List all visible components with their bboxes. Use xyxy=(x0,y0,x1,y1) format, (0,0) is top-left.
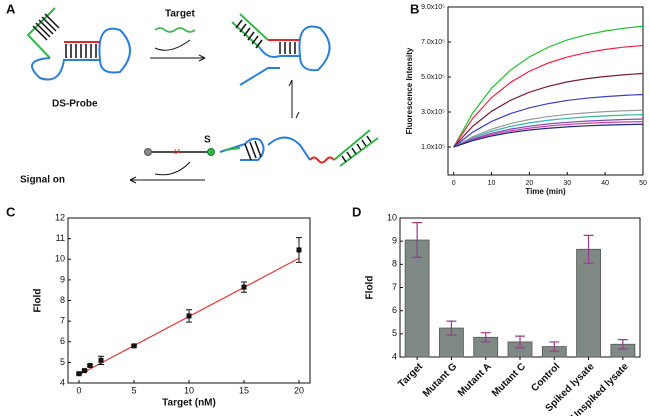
y-tick-label: 5 xyxy=(392,328,397,338)
x-tick-label: Mutant G xyxy=(421,361,460,400)
y-tick-label: 3.0x10⁵ xyxy=(421,109,445,116)
y-tick-label: 7 xyxy=(60,316,65,326)
point xyxy=(82,368,87,374)
line xyxy=(453,44,644,148)
point xyxy=(131,343,137,349)
x-tick-label: 20 xyxy=(526,180,534,187)
point xyxy=(98,357,104,363)
point xyxy=(76,371,82,377)
x-tick-label: Control xyxy=(529,361,562,394)
x-tick-label: Unspiked lysate xyxy=(569,361,631,416)
point xyxy=(296,247,302,253)
y-tick-label: 7 xyxy=(392,282,397,292)
line xyxy=(453,118,644,148)
y-tick-label: 5.0x10⁵ xyxy=(421,74,445,81)
y-tick-label: 6 xyxy=(392,305,397,315)
y-tick-label: 9.0x10⁵ xyxy=(421,4,445,11)
x-tick-label: 30 xyxy=(563,180,571,187)
x-tick-label: 15 xyxy=(239,385,249,395)
error-bar xyxy=(549,341,560,352)
x-tick-label: 50 xyxy=(639,180,647,187)
error-bar xyxy=(583,234,594,264)
signal-label: Signal on xyxy=(20,175,65,186)
target-label: Target xyxy=(165,9,195,20)
x-tick-label: 5 xyxy=(131,385,136,395)
line xyxy=(453,72,644,148)
error-bar xyxy=(617,339,628,350)
y-tick-label: 4 xyxy=(392,351,397,361)
y-tick-label: 7.0x10⁵ xyxy=(421,39,445,46)
x-tick-label: Target xyxy=(396,361,425,390)
probe-label: DS-Probe xyxy=(52,99,98,110)
y-tick-label: 5 xyxy=(60,357,65,367)
y-axis-title: Flold xyxy=(365,276,376,300)
y-tick-label: 9 xyxy=(392,236,397,246)
x-tick-label: 10 xyxy=(488,180,496,187)
plot-frame xyxy=(447,6,644,176)
panel-label: B xyxy=(410,1,419,16)
y-axis-title: Fluorescence Intensity xyxy=(405,47,414,134)
diagram-a: A Target DS-Probe xyxy=(6,1,379,186)
line xyxy=(453,114,644,148)
line xyxy=(453,25,644,148)
panel-label: D xyxy=(352,204,361,219)
line xyxy=(453,123,644,148)
point xyxy=(241,284,247,290)
y-tick-label: 11 xyxy=(56,233,65,243)
panel-label: A xyxy=(6,1,16,16)
y-tick-label: 4 xyxy=(60,377,65,387)
y-tick-label: 9 xyxy=(60,274,65,284)
x-axis-title: Target (nM) xyxy=(162,398,216,409)
hybrid-shape xyxy=(231,13,331,86)
base-label: tA xyxy=(174,149,181,156)
plot-frame xyxy=(67,217,311,384)
error-bar xyxy=(446,320,457,336)
y-tick-label: 12 xyxy=(55,212,65,222)
error-bar xyxy=(480,332,491,343)
x-tick-label: 10 xyxy=(184,385,194,395)
y-tick-label: 8 xyxy=(60,295,65,305)
line xyxy=(453,121,644,148)
x-tick-label: 0 xyxy=(76,385,81,395)
error-bar xyxy=(515,335,525,349)
point xyxy=(186,313,192,319)
x-tick-label: Mutant C xyxy=(490,361,528,399)
panel-label: C xyxy=(6,204,16,219)
x-tick-label: 40 xyxy=(601,180,609,187)
opened-shape xyxy=(219,129,379,167)
x-axis-title: Time (min) xyxy=(525,187,566,196)
y-axis-title: Flold xyxy=(33,289,44,313)
x-tick-label: 0 xyxy=(452,180,456,187)
line xyxy=(453,109,644,148)
strand-label: S xyxy=(204,135,211,146)
y-tick-label: 6 xyxy=(60,336,65,346)
bar xyxy=(576,248,601,358)
point xyxy=(87,362,93,368)
x-tick-label: 20 xyxy=(294,385,304,395)
y-tick-label: 10 xyxy=(387,212,397,222)
y-tick-label: 8 xyxy=(392,259,397,269)
y-tick-label: 1.0x10⁵ xyxy=(421,144,445,151)
y-tick-label: 10 xyxy=(55,254,65,264)
error-bar xyxy=(412,222,423,258)
line xyxy=(453,93,644,148)
x-tick-label: Mutant A xyxy=(456,361,494,399)
probe-shape xyxy=(26,7,131,81)
